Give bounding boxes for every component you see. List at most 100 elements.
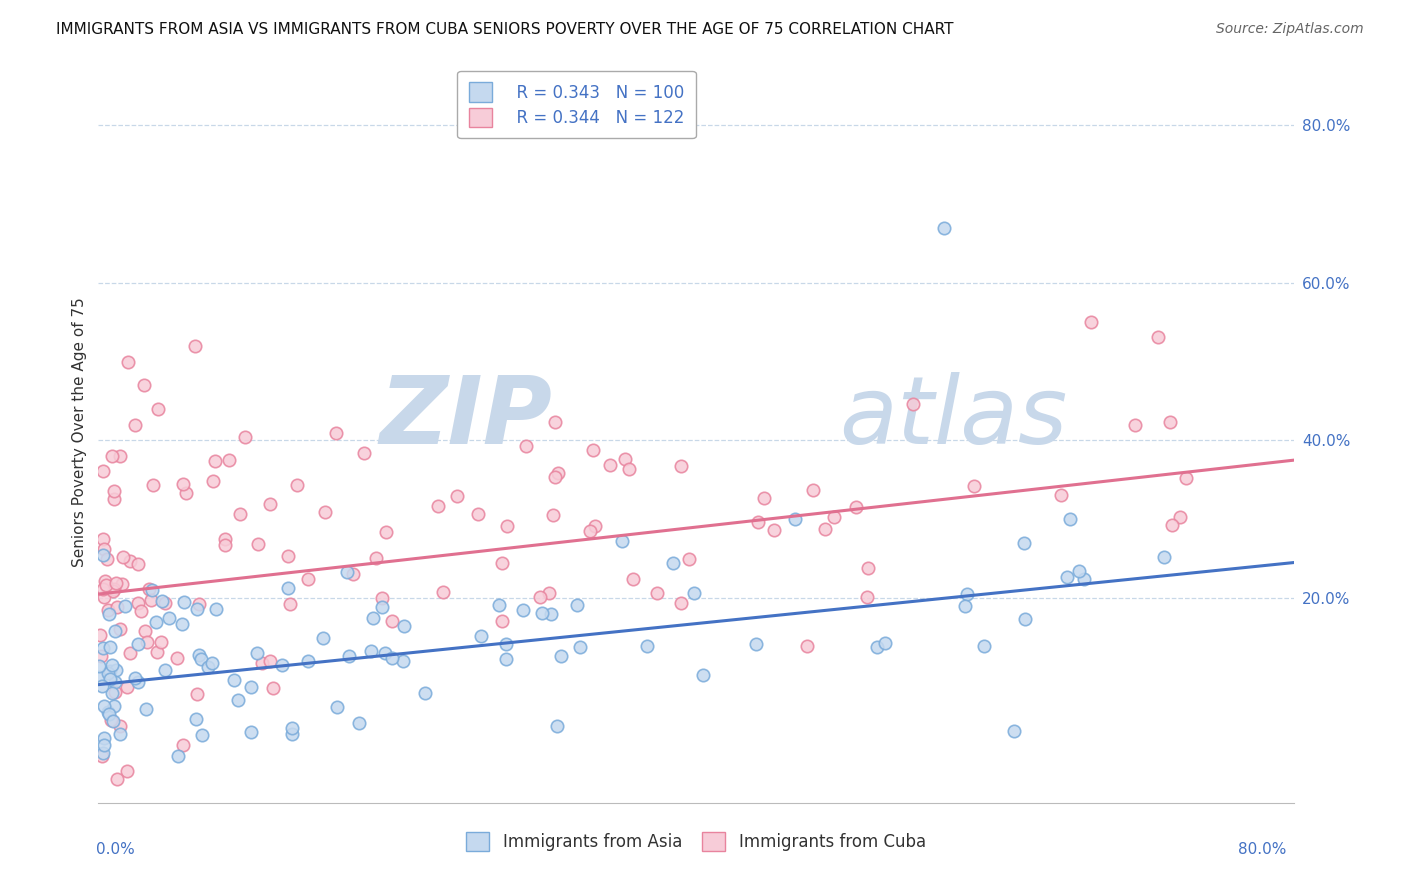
Point [579, 524, 602, 538]
Point [1168, 509, 1191, 524]
Point [90, 648, 112, 663]
Point [120, 554, 142, 568]
Point [745, 638, 768, 652]
Point [108, 727, 131, 741]
Point [262, 681, 284, 696]
Point [349, 715, 371, 730]
Point [93, 738, 115, 752]
Point [491, 556, 513, 570]
Point [105, 600, 128, 615]
Point [547, 467, 569, 481]
Point [785, 512, 807, 526]
Point [530, 606, 553, 620]
Point [98, 664, 121, 678]
Point [426, 499, 449, 513]
Point [93, 590, 115, 604]
Point [138, 582, 160, 596]
Point [814, 522, 837, 536]
Point [134, 378, 156, 392]
Point [621, 573, 644, 587]
Point [190, 652, 212, 666]
Point [104, 674, 127, 689]
Point [186, 688, 208, 702]
Point [124, 417, 146, 432]
Point [353, 446, 375, 460]
Point [375, 524, 398, 539]
Point [541, 508, 564, 522]
Point [875, 636, 897, 650]
Point [114, 599, 136, 614]
Point [142, 477, 165, 491]
Point [544, 470, 567, 484]
Point [544, 415, 567, 429]
Point [186, 602, 208, 616]
Point [127, 596, 149, 610]
Point [127, 558, 149, 572]
Point [953, 599, 976, 614]
Text: ZIP: ZIP [380, 372, 553, 464]
Point [1174, 471, 1197, 485]
Point [91, 549, 114, 563]
Point [98, 640, 121, 654]
Point [374, 646, 396, 660]
Point [796, 640, 818, 654]
Point [619, 462, 641, 476]
Point [104, 576, 127, 591]
Point [186, 712, 208, 726]
Point [214, 532, 236, 546]
Point [392, 619, 415, 633]
Point [297, 572, 319, 586]
Point [856, 560, 879, 574]
Point [103, 483, 125, 498]
Point [683, 586, 706, 600]
Point [103, 492, 125, 507]
Point [614, 452, 637, 467]
Point [325, 426, 347, 441]
Point [973, 640, 995, 654]
Point [87, 670, 110, 684]
Point [111, 550, 134, 565]
Point [103, 582, 125, 596]
Text: IMMIGRANTS FROM ASIA VS IMMIGRANTS FROM CUBA SENIORS POVERTY OVER THE AGE OF 75 : IMMIGRANTS FROM ASIA VS IMMIGRANTS FROM … [56, 22, 953, 37]
Point [191, 728, 214, 742]
Point [803, 483, 825, 497]
Point [823, 510, 845, 524]
Point [166, 650, 188, 665]
Point [845, 500, 868, 514]
Point [97, 602, 120, 616]
Point [118, 646, 141, 660]
Point [364, 551, 387, 566]
Point [205, 602, 228, 616]
Point [512, 602, 534, 616]
Text: 80.0%: 80.0% [1239, 842, 1286, 856]
Point [246, 646, 269, 660]
Point [567, 598, 589, 612]
Point [1073, 572, 1095, 586]
Point [104, 624, 127, 639]
Point [246, 537, 269, 551]
Point [157, 611, 180, 625]
Point [91, 746, 114, 760]
Point [752, 491, 775, 505]
Point [93, 542, 115, 557]
Point [124, 671, 146, 685]
Point [104, 663, 127, 677]
Point [470, 629, 492, 643]
Point [146, 645, 169, 659]
Point [371, 591, 394, 605]
Point [432, 585, 454, 599]
Point [370, 600, 392, 615]
Point [1059, 512, 1081, 526]
Point [446, 489, 468, 503]
Point [280, 721, 302, 735]
Point [149, 635, 172, 649]
Point [94, 574, 117, 588]
Point [1080, 315, 1102, 329]
Point [515, 439, 537, 453]
Point [89, 659, 111, 673]
Point [91, 641, 114, 656]
Point [89, 628, 111, 642]
Point [108, 622, 131, 636]
Point [495, 519, 517, 533]
Point [93, 731, 115, 745]
